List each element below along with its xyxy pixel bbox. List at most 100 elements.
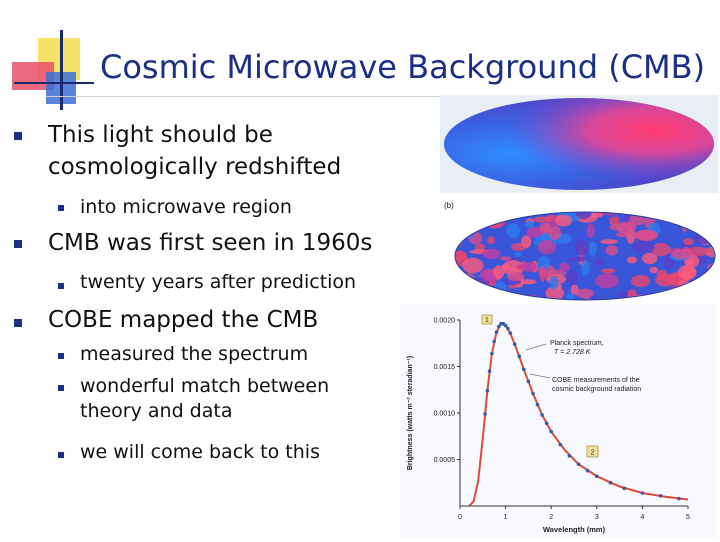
cobe-data-point [531, 391, 535, 396]
anisotropy-blob [609, 216, 620, 226]
anisotropy-blob [468, 215, 482, 231]
bullet-3-sub-2: wonderful match between theory and data [80, 374, 329, 423]
bullet-1-line-2: cosmologically redshifted [48, 153, 342, 180]
cobe-data-point [567, 454, 572, 458]
bullet-1-line-1: This light should be [48, 122, 273, 148]
anisotropy-blob [455, 250, 467, 262]
cobe-data-point [544, 421, 549, 425]
anisotropy-blob [499, 256, 511, 261]
anisotropy-blob [708, 212, 715, 217]
anisotropy-blob [633, 230, 657, 241]
cobe-data-point [506, 326, 510, 331]
anisotropy-blob [704, 246, 715, 258]
anisotropy-blob [482, 248, 501, 259]
anisotropy-blob [549, 276, 559, 290]
anisotropy-blob [526, 226, 542, 238]
logo-horizontal-line [14, 82, 94, 84]
anisotropy-blob [649, 266, 659, 274]
anisotropy-blob [469, 212, 483, 221]
anisotropy-blob [681, 218, 688, 233]
bullet-3-sub-2-line-1: wonderful match between [80, 375, 330, 397]
cobe-data-point [512, 342, 517, 346]
anisotropy-blob [473, 215, 481, 229]
logo-vertical-line [60, 30, 63, 110]
anisotropy-blob [455, 217, 462, 227]
anisotropy-blob [555, 214, 572, 227]
anisotropy-blob [600, 268, 616, 274]
anisotropy-blob [502, 263, 511, 271]
anisotropy-blob [627, 289, 637, 300]
anisotropy-blob [689, 212, 711, 221]
cobe-data-point [526, 379, 531, 384]
spectrum-chart-panel: 0 1 2 3 4 5 0.0005 0.0010 0.0015 0.0020 Wavelength… [400, 304, 716, 538]
anisotropy-blob [630, 274, 651, 288]
bullet-2-text: CMB was first seen in 1960s [48, 230, 373, 256]
anisotropy-blob [657, 296, 666, 300]
anisotropy-blob [696, 281, 711, 287]
x-tick-label: 2 [549, 514, 553, 521]
anisotropy-blob [514, 251, 522, 258]
anisotropy-blob [493, 265, 505, 279]
anisotropy-blob [595, 273, 619, 289]
panel-b-label: (b) [444, 201, 454, 210]
anisotropy-blob [687, 246, 709, 256]
anisotropy-blob [626, 256, 637, 264]
anisotropy-blob [486, 214, 504, 223]
anisotropy-blob [537, 256, 550, 271]
anisotropy-blob [565, 293, 575, 300]
cobe-data-point [677, 496, 681, 501]
anisotropy-blob [634, 212, 646, 214]
anisotropy-blob [487, 292, 495, 300]
y-axis-label: Brightness (watts m⁻² steradian⁻¹) [407, 356, 414, 470]
anisotropy-blob [642, 252, 658, 265]
x-tick-label: 5 [686, 514, 690, 521]
sub-bullet-marker [58, 205, 64, 211]
map-b-panel [452, 210, 718, 302]
anisotropy-blob [714, 212, 715, 215]
cobe-data-point [535, 402, 540, 407]
x-tick-label: 4 [640, 514, 644, 521]
x-tick-label: 0 [458, 514, 462, 521]
cobe-data-point [503, 323, 508, 328]
anisotropy-blob [575, 288, 594, 299]
cobe-data-point [494, 330, 499, 334]
anisotropy-blob [581, 260, 590, 276]
anisotropy-blob [559, 262, 570, 272]
anisotropy-blob [507, 272, 525, 281]
anisotropy-blob [466, 225, 476, 236]
marker-2-box [586, 445, 599, 458]
anisotropy-blob [575, 212, 592, 219]
anisotropy-blob [455, 232, 459, 247]
bullet-2-sub-1: twenty years after prediction [80, 271, 357, 293]
cobe-data-point [485, 388, 490, 393]
cobe-data-point [540, 413, 544, 417]
cobe-data-point [483, 412, 487, 416]
anisotropy-blob [574, 240, 590, 256]
anisotropy-blob [487, 212, 505, 213]
anisotropy-blob [609, 223, 633, 231]
bullet-1-text: This light should be cosmologically reds… [48, 120, 408, 183]
cobe-data-point [595, 474, 599, 478]
cobe-data-point [487, 369, 492, 373]
bullet-marker [14, 240, 22, 248]
anisotropy-blob [483, 277, 496, 282]
anisotropy-blob [533, 216, 552, 223]
cobe-data-point [549, 429, 553, 434]
anisotropy-blob [474, 212, 496, 214]
anisotropy-blob [710, 227, 715, 242]
y-tick-label: 0.0015 [434, 364, 456, 371]
anisotropy-blob [469, 212, 479, 221]
cobe-data-point [585, 468, 590, 473]
cobe-data-point [497, 324, 501, 329]
y-tick-label: 0.0010 [434, 411, 456, 418]
y-tick-label: 0.0005 [434, 457, 456, 464]
legend-planck-label: Planck spectrum, [550, 340, 604, 347]
anisotropy-blob [711, 264, 715, 277]
anisotropy-blob [655, 274, 676, 287]
cobe-data-point [558, 442, 563, 447]
bullet-3-text: COBE mapped the CMB [48, 307, 319, 333]
sub-bullet-marker [58, 452, 64, 458]
anisotropy-blob [632, 240, 655, 253]
anisotropy-blob [586, 223, 595, 238]
cobe-data-point [608, 481, 613, 485]
